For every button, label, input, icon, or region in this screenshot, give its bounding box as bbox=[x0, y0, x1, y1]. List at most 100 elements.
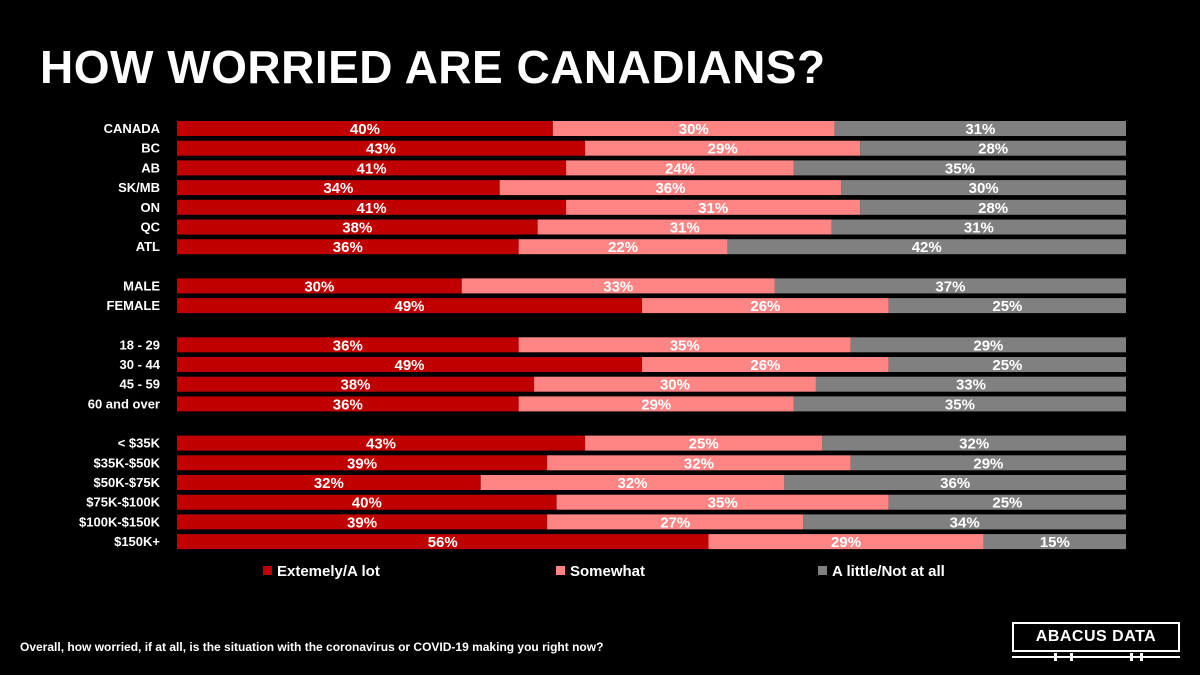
bar-segment bbox=[815, 376, 1126, 392]
bar-segment bbox=[537, 219, 832, 235]
data-label: 31% bbox=[965, 121, 995, 138]
bar-segment bbox=[518, 396, 794, 412]
data-label: 31% bbox=[964, 220, 994, 237]
data-label: 41% bbox=[357, 200, 387, 217]
legend-item: A little/Not at all bbox=[818, 563, 945, 580]
legend-label: Extemely/A lot bbox=[277, 563, 380, 580]
bar-segment bbox=[642, 298, 889, 314]
bar-segment bbox=[642, 357, 889, 372]
logo-tick bbox=[1054, 653, 1057, 661]
bar-segment bbox=[461, 278, 775, 294]
data-label: 41% bbox=[357, 160, 387, 177]
bar-segment bbox=[177, 278, 462, 294]
category-label: CANADA bbox=[104, 121, 161, 136]
bar-segment bbox=[803, 514, 1126, 530]
category-label: 45 - 59 bbox=[120, 377, 160, 392]
footnote-question: Overall, how worried, if at all, is the … bbox=[20, 640, 604, 654]
logo-underline bbox=[1012, 656, 1180, 658]
bar-segment bbox=[177, 514, 548, 530]
legend-item: Somewhat bbox=[556, 563, 645, 580]
bar-segment bbox=[841, 180, 1126, 196]
data-label: 25% bbox=[992, 298, 1022, 315]
bar-segment bbox=[888, 357, 1126, 372]
bar-segment bbox=[774, 278, 1126, 294]
stacked-bar-chart: 40% 30% 31%43% 29% 28%41% 24% 35%34% 36% 30%41% 3… bbox=[79, 121, 1126, 580]
data-label: 31% bbox=[670, 220, 700, 237]
bar-segment bbox=[834, 121, 1126, 136]
bar-segment bbox=[547, 455, 851, 471]
data-label: 25% bbox=[992, 495, 1022, 512]
data-label: 26% bbox=[750, 357, 780, 374]
data-label: 35% bbox=[945, 160, 975, 177]
category-label: 30 - 44 bbox=[120, 357, 161, 372]
bar-segment bbox=[177, 180, 500, 196]
data-label: 30% bbox=[304, 278, 334, 295]
bar-segment bbox=[518, 239, 728, 255]
data-label: 32% bbox=[618, 475, 648, 492]
data-label: 35% bbox=[945, 396, 975, 413]
data-label: 39% bbox=[347, 514, 377, 531]
category-label: $35K-$50K bbox=[94, 455, 161, 470]
bar-segment bbox=[860, 199, 1126, 215]
bars-layer: 40% 30% 31%43% 29% 28%41% 24% 35%34% 36% 30%41% 3… bbox=[177, 121, 1126, 551]
data-label: 35% bbox=[670, 337, 700, 354]
data-label: 43% bbox=[366, 141, 396, 158]
data-label: 33% bbox=[603, 278, 633, 295]
bar-segment bbox=[177, 239, 519, 255]
bar-segment bbox=[566, 160, 794, 176]
legend-item: Extemely/A lot bbox=[263, 563, 380, 580]
bar-segment bbox=[534, 376, 816, 392]
data-label: 36% bbox=[333, 337, 363, 354]
data-label: 31% bbox=[698, 200, 728, 217]
data-label: 28% bbox=[978, 200, 1008, 217]
data-label: 43% bbox=[366, 436, 396, 453]
bar-segment bbox=[177, 298, 643, 314]
logo-tick bbox=[1130, 653, 1133, 661]
bar-segment bbox=[983, 534, 1126, 550]
category-label: QC bbox=[141, 220, 161, 235]
bar-segment bbox=[177, 219, 538, 235]
bar-segment bbox=[177, 475, 481, 490]
bar-segment bbox=[177, 376, 535, 392]
bar-segment bbox=[585, 435, 823, 451]
data-label: 32% bbox=[684, 455, 714, 472]
category-label: BC bbox=[141, 141, 160, 156]
bar-segment bbox=[177, 435, 586, 451]
bar-segment bbox=[177, 494, 557, 510]
logo-tick bbox=[1140, 653, 1143, 661]
data-label: 24% bbox=[665, 160, 695, 177]
data-label: 36% bbox=[333, 239, 363, 256]
data-label: 49% bbox=[394, 298, 424, 315]
bar-segment bbox=[547, 514, 804, 530]
data-label: 34% bbox=[323, 180, 353, 197]
data-label: 29% bbox=[831, 534, 861, 551]
category-label: SK/MB bbox=[118, 180, 160, 195]
bar-segment bbox=[822, 435, 1126, 451]
data-label: 32% bbox=[314, 475, 344, 492]
data-label: 27% bbox=[660, 514, 690, 531]
data-label: 29% bbox=[973, 455, 1003, 472]
logo-text: ABACUS DATA bbox=[1012, 622, 1180, 652]
data-label: 30% bbox=[679, 121, 709, 138]
category-label: $150K+ bbox=[114, 534, 160, 549]
bar-segment bbox=[784, 475, 1126, 490]
legend-swatch bbox=[263, 566, 272, 575]
bar-segment bbox=[831, 219, 1126, 235]
data-label: 35% bbox=[708, 495, 738, 512]
data-label: 38% bbox=[341, 377, 371, 394]
data-label: 29% bbox=[641, 396, 671, 413]
data-label: 56% bbox=[428, 534, 458, 551]
data-label: 36% bbox=[940, 475, 970, 492]
logo-tick bbox=[1070, 653, 1073, 661]
category-label: $50K-$75K bbox=[94, 475, 161, 490]
category-label: < $35K bbox=[118, 436, 161, 451]
bar-segment bbox=[552, 121, 835, 136]
legend: Extemely/A lot Somewhat A little/Not at al… bbox=[263, 563, 945, 580]
category-label: MALE bbox=[123, 278, 160, 293]
bar-segment bbox=[177, 199, 567, 215]
data-label: 30% bbox=[969, 180, 999, 197]
category-label: ON bbox=[141, 200, 161, 215]
category-label: 18 - 29 bbox=[120, 337, 160, 352]
data-label: 36% bbox=[655, 180, 685, 197]
bar-segment bbox=[499, 180, 842, 196]
